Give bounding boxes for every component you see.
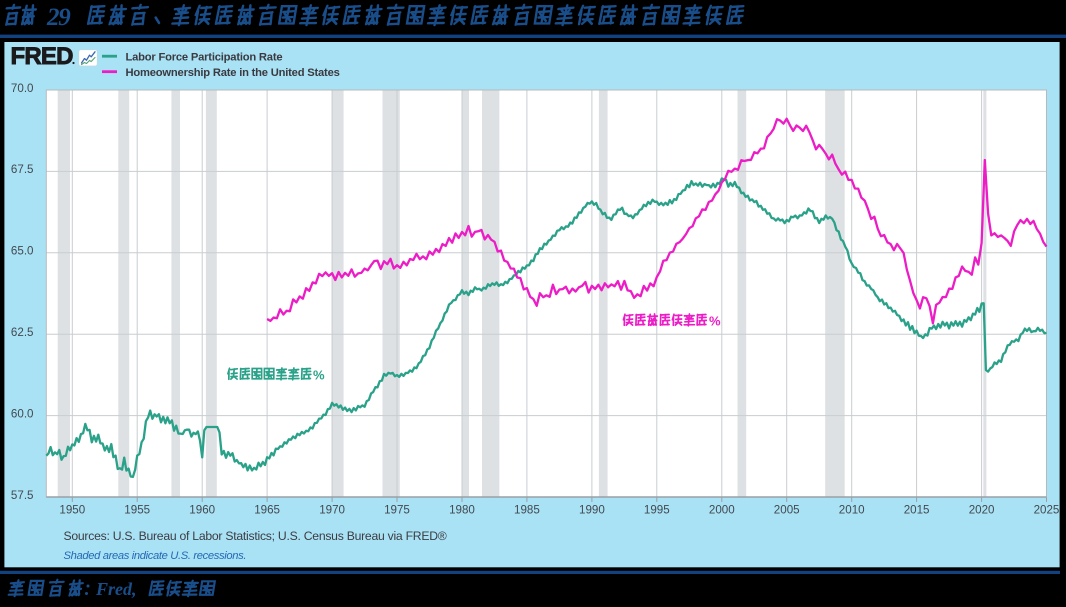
svg-text:2005: 2005 (774, 504, 800, 517)
svg-text:Fred,: Fred, (95, 579, 137, 599)
svg-text:Labor Force Participation Rate: Labor Force Participation Rate (126, 52, 283, 64)
svg-text:65.0: 65.0 (11, 245, 34, 258)
svg-text:2025: 2025 (1034, 504, 1060, 517)
svg-text:62.5: 62.5 (11, 326, 34, 339)
svg-text:57.5: 57.5 (11, 489, 34, 502)
svg-text:1950: 1950 (59, 504, 85, 517)
svg-text:1990: 1990 (579, 504, 605, 517)
svg-text:1975: 1975 (384, 504, 410, 517)
svg-text:1995: 1995 (644, 504, 670, 517)
svg-text:%: % (709, 314, 721, 329)
svg-text:1980: 1980 (449, 504, 475, 517)
svg-text:Homeownership Rate in the Unit: Homeownership Rate in the United States (126, 67, 340, 79)
svg-text:2000: 2000 (709, 504, 735, 517)
svg-text:FRED: FRED (11, 43, 74, 70)
svg-text:Sources: U.S. Bureau of Labor: Sources: U.S. Bureau of Labor Statistics… (64, 529, 447, 543)
svg-text:29: 29 (46, 4, 71, 31)
svg-text:1965: 1965 (254, 504, 280, 517)
svg-text:60.0: 60.0 (11, 407, 34, 420)
svg-text:2010: 2010 (839, 504, 865, 517)
svg-text:2020: 2020 (969, 504, 995, 517)
svg-text:1960: 1960 (189, 504, 215, 517)
svg-text:1970: 1970 (319, 504, 345, 517)
svg-text:1955: 1955 (124, 504, 150, 517)
svg-text:67.5: 67.5 (11, 163, 34, 176)
svg-text:1985: 1985 (514, 504, 540, 517)
svg-text:%: % (313, 368, 325, 383)
svg-text:Shaded areas indicate U.S. rec: Shaded areas indicate U.S. recessions. (64, 550, 247, 562)
svg-text:2015: 2015 (904, 504, 930, 517)
svg-text:70.0: 70.0 (11, 82, 34, 95)
